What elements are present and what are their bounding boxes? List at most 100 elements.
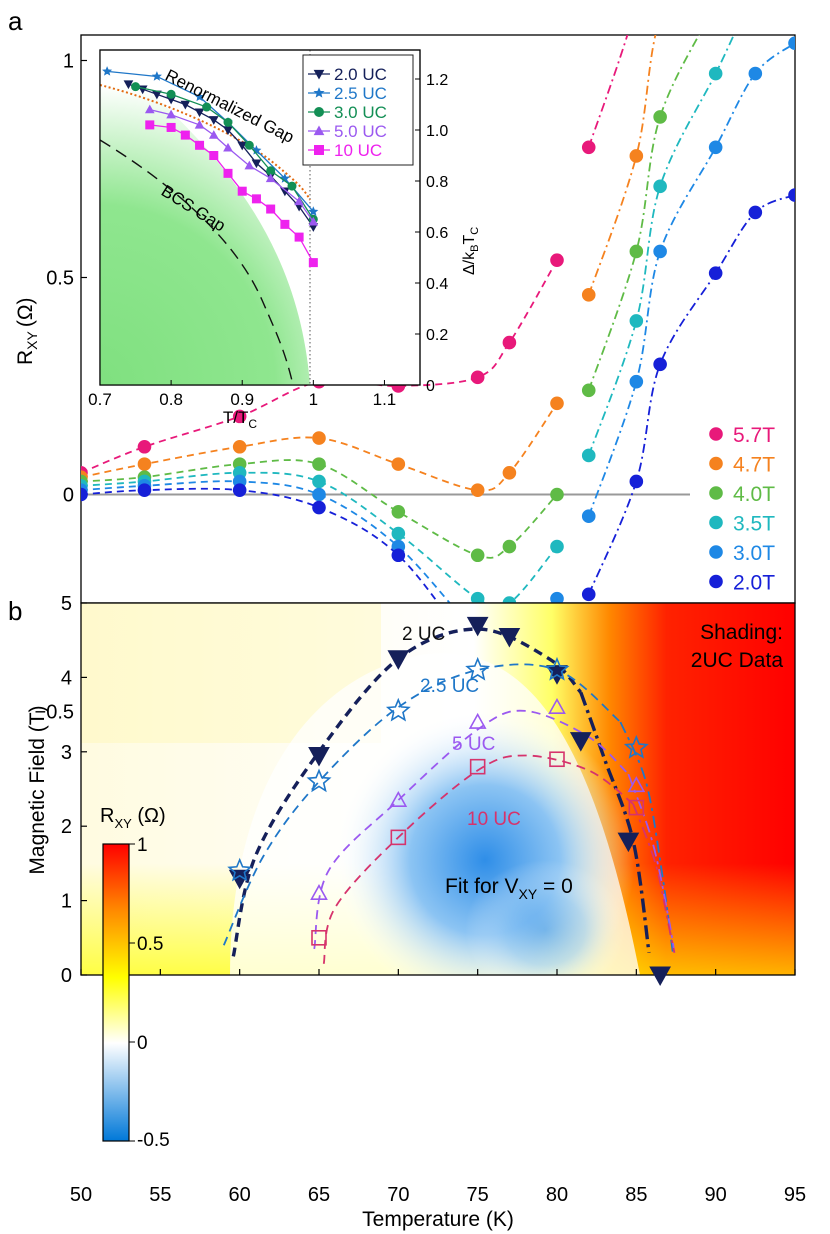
inset-point [180,130,190,140]
inset-point [237,141,248,151]
inset-point [123,80,134,90]
inset-x-tick-label: 0.8 [159,390,183,409]
panel-b-x-tick-label: 90 [705,1184,727,1206]
panel-a-point [581,383,596,398]
inset-point [166,122,176,132]
panel-a-legend-label: 2.0T [733,572,775,595]
inset-legend-marker [314,145,324,155]
panel-b-point [385,697,411,722]
panel-a-curve-right [587,35,701,391]
inset-point [166,89,176,99]
panel-a-y-tick-label: −0.5 [35,702,74,724]
panel-a-point [312,487,326,502]
inset-point [280,219,290,229]
panel-a-point [81,487,88,502]
colorbar [102,843,130,1142]
panel-a-point [502,539,517,554]
inset-legend-label: 5.0 UC [334,122,387,141]
inset-point [287,181,297,191]
panel-a-legend-marker [709,427,723,441]
panel-b-x-tick-label: 85 [625,1184,647,1206]
panel-a-point [550,591,564,603]
panel-b-point [617,832,640,853]
label-2uc: 2 UC [402,624,445,645]
inset-y-tick-label: 0.2 [426,327,448,344]
panel-a-point [788,36,795,50]
panel-a-label: a [8,6,23,36]
inset-point [294,196,304,206]
inset-legend-label: 2.0 UC [334,65,387,84]
panel-b-point [227,857,253,882]
panel-a-y-ticks: 21.510.50−0.5 [35,51,87,724]
panel-b-y-tick-label: 5 [61,593,72,615]
inset-point [208,130,219,139]
panel-a-point [581,140,596,155]
panel-a-point [137,483,152,497]
panel-a-point [708,140,723,155]
panel-b-y-tick-label: 4 [61,667,72,689]
inset-x-tick-label: 1.1 [373,390,397,409]
inset-point [180,100,191,110]
panel-b-fit-curve [579,691,651,953]
panel-b-point [465,656,491,681]
inset-point [308,258,318,268]
panel-a-point [470,483,485,497]
panel-a-point [232,439,247,454]
inset-x-ticks: 0.7 0.8 0.9 1 1.1 [88,380,396,409]
inset-point [209,151,219,160]
panel-a-point [748,205,763,220]
panel-b-point [390,829,407,846]
panel-b-ylabel: Magnetic Field (T) [26,705,49,874]
panel-a-point [312,431,326,445]
colorbar-tick-label: 1 [137,835,148,856]
inset-x-tick-label: 1 [309,390,318,409]
panel-a-point [653,110,667,124]
inset-point [251,159,262,169]
panel-b-point [306,768,332,793]
panel-a-point [312,474,326,489]
panel-a-point [709,0,722,10]
inset-point [308,206,319,216]
panel-b-x-tick-label: 95 [784,1184,806,1206]
panel-b-markers [227,616,671,987]
panel-a-curve-left [81,480,558,603]
panel-a-point [708,266,723,280]
panel-b-label: b [8,596,22,626]
panel-a-curve-right [587,35,657,296]
inset-point [237,186,247,196]
inset-point [145,120,155,130]
panel-a-point [654,11,667,24]
panel-a-point [312,457,326,471]
inset-x-tick-label: 0.7 [88,390,112,409]
panel-b-point [466,616,489,637]
panel-b-fit-curve [313,709,630,950]
panel-a-legend-label: 4.7T [733,454,775,477]
inset-point [294,232,304,242]
inset-legend-label: 2.5 UC [334,84,387,103]
panel-b-point [387,650,410,670]
inset-point [223,117,233,127]
panel-b-fit-curve [632,803,676,953]
inset-border [99,49,421,386]
inset-point [208,116,219,125]
inset-point [102,66,113,76]
inset-point [194,91,205,102]
panel-a-point [749,0,762,2]
panel-a-point [137,439,152,454]
panel-a-point [502,335,517,350]
inset-y-tick-label: 0.4 [426,276,448,293]
panel-b-point [627,776,646,793]
colorbar-tick-label: -0.5 [137,1130,170,1151]
panel-a-point [653,179,667,194]
panel-a-curve-right [587,35,629,148]
inset-ylabel: Δ/kBTC [461,227,481,275]
panel-b-x-tick-label: 60 [229,1184,251,1206]
panel-b-y-tick-label: 2 [61,816,72,838]
panel-a-legend-marker [709,545,723,559]
inset-point [265,173,276,183]
panel-a-legend-label: 3.5T [733,513,775,536]
panel-a-point [581,587,596,602]
panel-a-point [232,409,247,424]
panel-b-point [468,712,487,729]
panel-a-point [391,505,406,519]
